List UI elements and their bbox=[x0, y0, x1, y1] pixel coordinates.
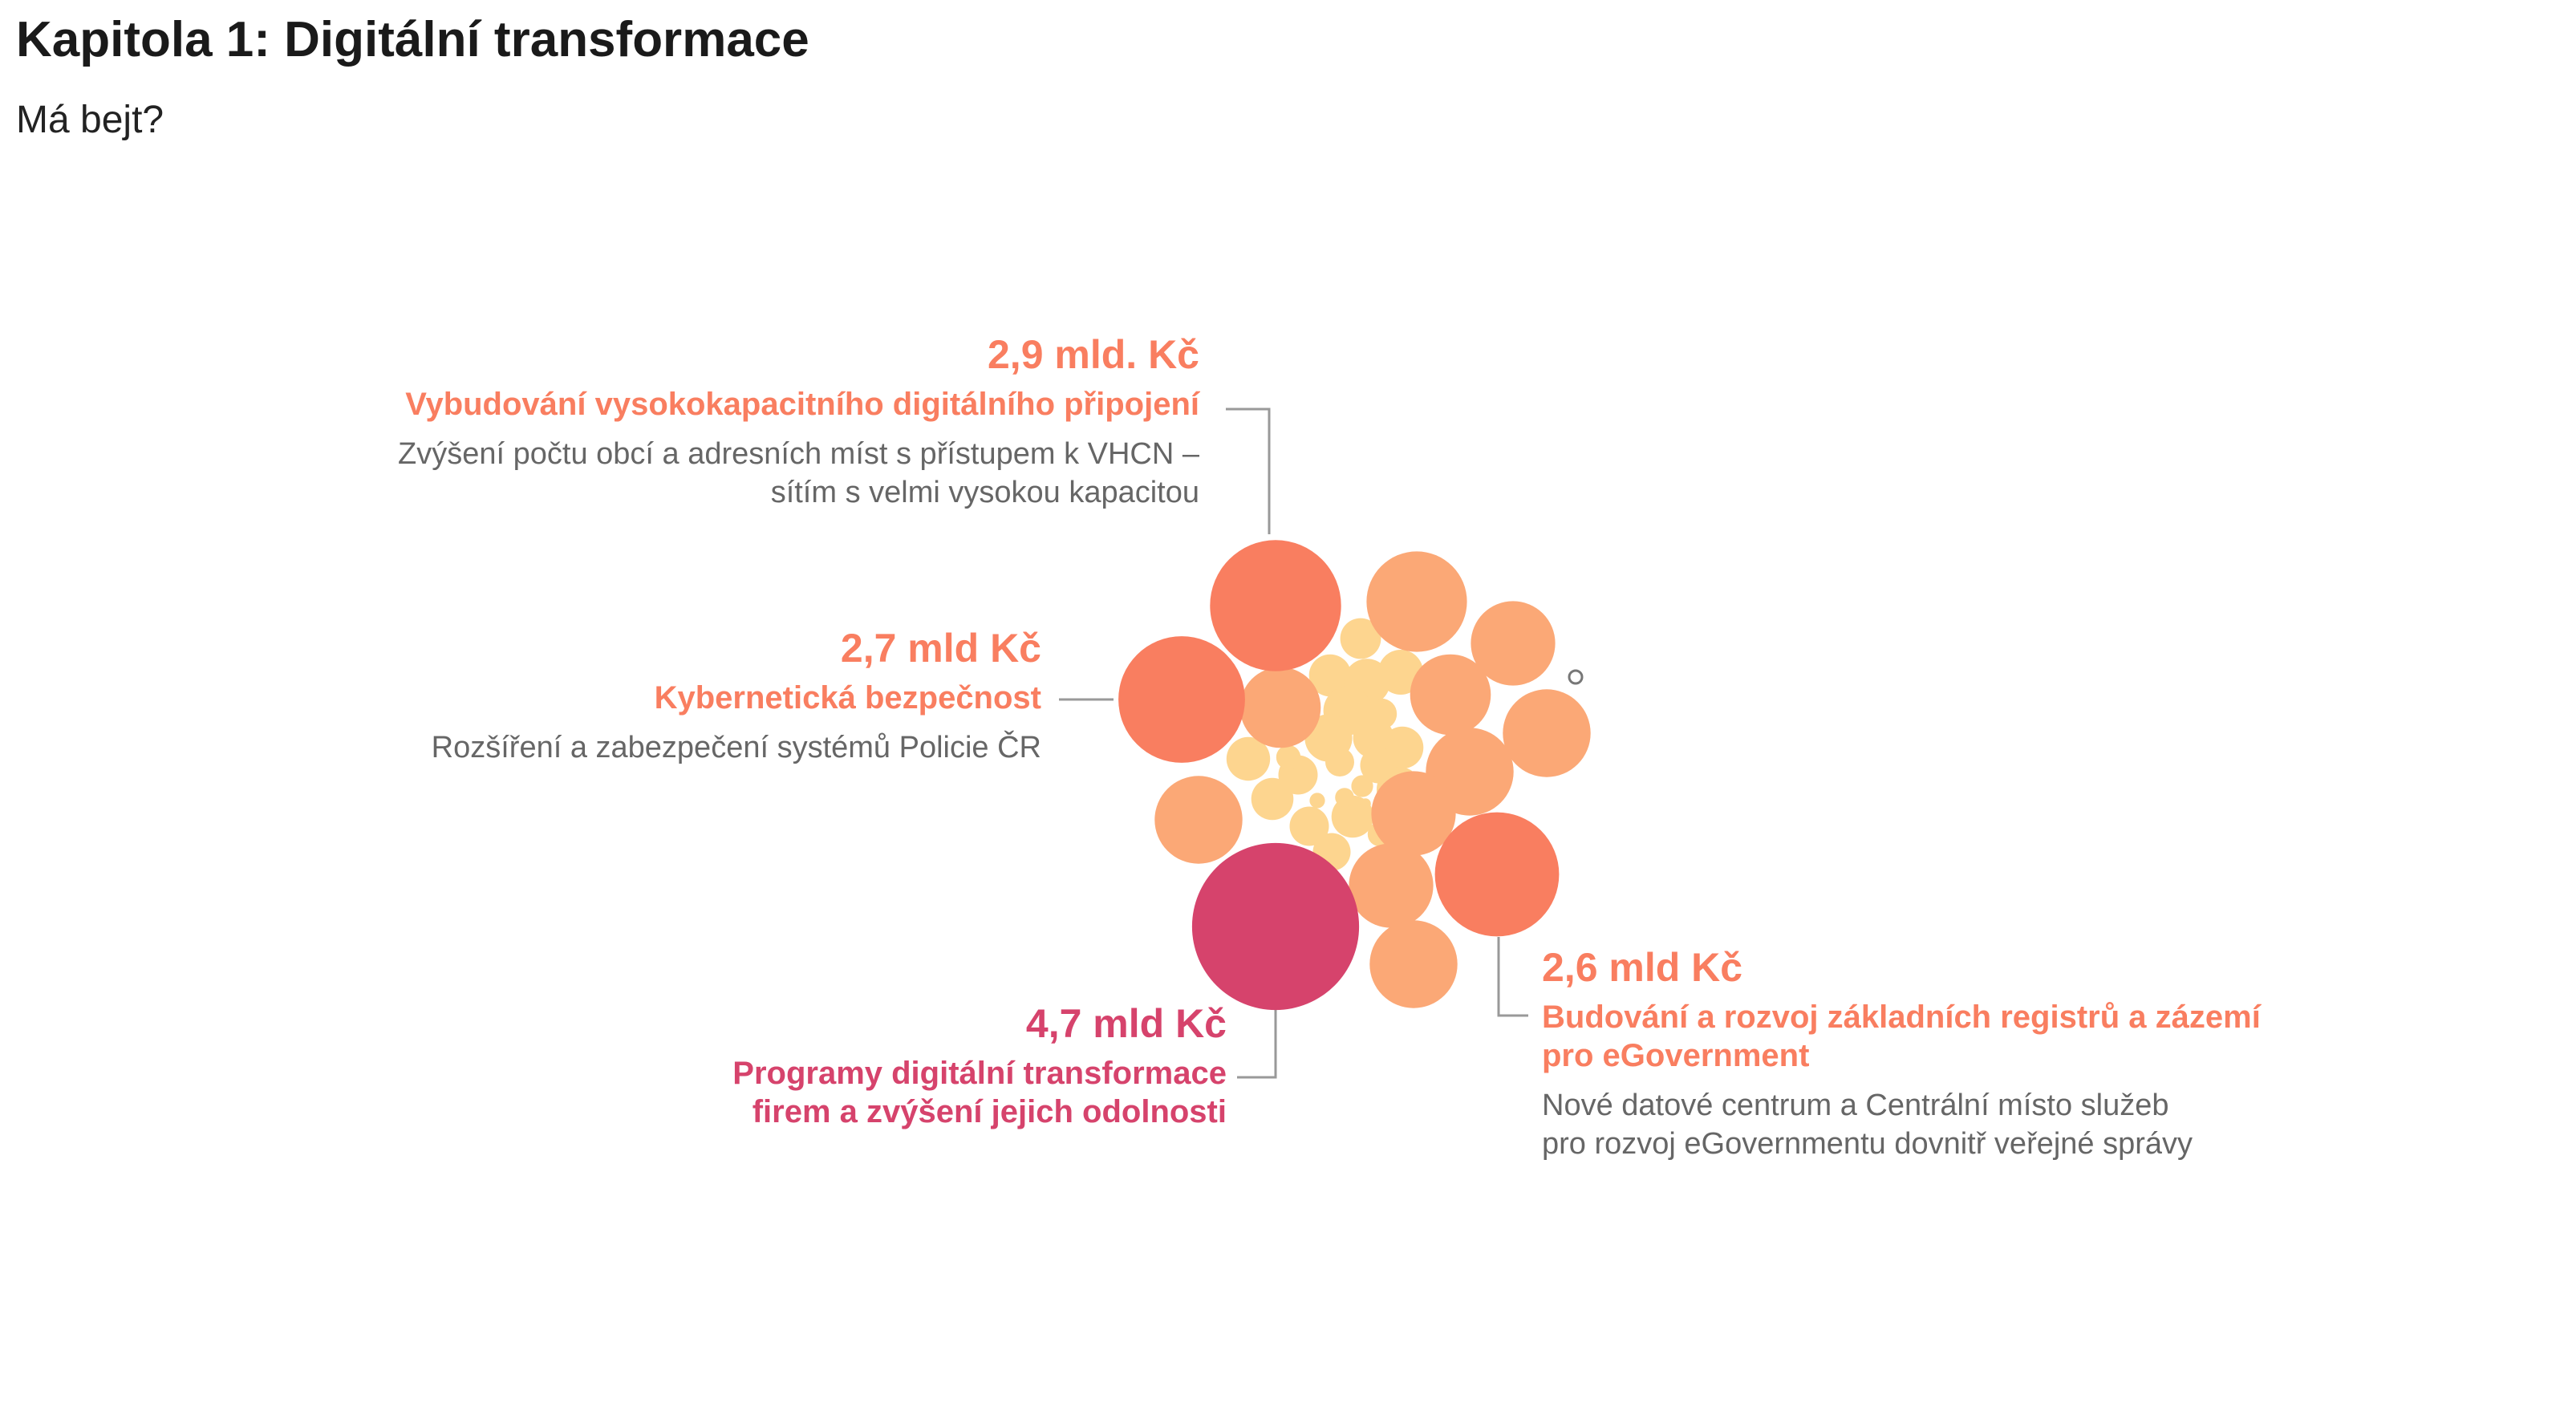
amount-firms: 4,7 mld Kč bbox=[1025, 1001, 1227, 1046]
bubble-medium bbox=[1154, 776, 1243, 864]
bubble-medium bbox=[1349, 843, 1434, 928]
annotation-firms: 4,7 mld Kč Programy digitální transforma… bbox=[264, 999, 1227, 1131]
bubble-minor bbox=[1360, 747, 1397, 784]
description-connectivity: Zvýšení počtu obcí a adresních míst s př… bbox=[76, 435, 1199, 512]
annotation-cyber: 2,7 mld Kč Kybernetická bezpečnost Rozší… bbox=[79, 624, 1041, 767]
bubble-minor bbox=[1276, 744, 1301, 770]
description-cyber: Rozšíření a zabezpečení systémů Policie … bbox=[79, 728, 1041, 767]
bubble-medium bbox=[1371, 771, 1456, 856]
bubble-medium bbox=[1239, 667, 1321, 748]
annotation-egov: 2,6 mld Kč Budování a rozvoj základních … bbox=[1542, 943, 2545, 1163]
bubble-minor bbox=[1309, 793, 1325, 809]
chart-subtitle: Má bejt? bbox=[16, 99, 164, 141]
bubble-labeled bbox=[1118, 636, 1245, 763]
description-line: Zvýšení počtu obcí a adresních míst s př… bbox=[398, 437, 1199, 471]
heading-line: firem a zvýšení jejich odolnosti bbox=[752, 1094, 1227, 1129]
bubble-medium bbox=[1471, 601, 1556, 686]
heading-line: pro eGovernment bbox=[1542, 1038, 1810, 1073]
description-line: Nové datové centrum a Centrální místo sl… bbox=[1542, 1089, 2169, 1122]
leader-line-connectivity bbox=[1226, 408, 1271, 534]
bubble-medium bbox=[1503, 689, 1591, 777]
amount-cyber: 2,7 mld Kč bbox=[840, 626, 1041, 671]
heading-connectivity: Vybudování vysokokapacitního digitálního… bbox=[405, 387, 1199, 422]
heading-line: Budování a rozvoj základních registrů a … bbox=[1542, 999, 2261, 1035]
heading-line: Programy digitální transformace bbox=[732, 1056, 1227, 1091]
heading-egov: Budování a rozvoj základních registrů a … bbox=[1542, 998, 2545, 1075]
bubble-minor bbox=[1325, 748, 1354, 776]
annotation-connectivity: 2,9 mld. Kč Vybudování vysokokapacitního… bbox=[76, 330, 1199, 512]
bubble-minor bbox=[1226, 736, 1271, 781]
leader-line-egov bbox=[1497, 937, 1528, 1017]
bubble-medium bbox=[1369, 920, 1458, 1008]
bubble-minor bbox=[1365, 698, 1398, 730]
bubble-minor bbox=[1251, 777, 1294, 821]
description-egov: Nové datové centrum a Centrální místo sl… bbox=[1542, 1086, 2545, 1163]
description-line: Rozšíření a zabezpečení systémů Policie … bbox=[431, 731, 1041, 764]
bubble-medium bbox=[1410, 654, 1491, 736]
bubble-minor bbox=[1335, 788, 1354, 807]
description-line: pro rozvoj eGovernmentu dovnitř veřejné … bbox=[1542, 1127, 2193, 1161]
leader-line-firms bbox=[1237, 999, 1277, 1079]
bubble-labeled bbox=[1191, 842, 1360, 1011]
bubble-medium bbox=[1366, 551, 1467, 652]
bubble-labeled bbox=[1210, 540, 1341, 671]
bubble-minor bbox=[1308, 654, 1352, 697]
bubble-labeled bbox=[1434, 812, 1560, 937]
heading-cyber: Kybernetická bezpečnost bbox=[654, 680, 1041, 716]
chart-title: Kapitola 1: Digitální transformace bbox=[16, 12, 809, 67]
bubble-minor bbox=[1340, 618, 1381, 659]
bubble-outline bbox=[1568, 669, 1584, 685]
description-line: sítím s velmi vysokou kapacitou bbox=[770, 476, 1199, 509]
amount-egov: 2,6 mld Kč bbox=[1542, 945, 1743, 990]
bubble-minor bbox=[1360, 798, 1371, 809]
bubble-minor bbox=[1289, 806, 1329, 846]
amount-connectivity: 2,9 mld. Kč bbox=[988, 332, 1199, 377]
heading-firms: Programy digitální transformace firem a … bbox=[264, 1054, 1227, 1131]
bubble-minor bbox=[1351, 775, 1373, 797]
